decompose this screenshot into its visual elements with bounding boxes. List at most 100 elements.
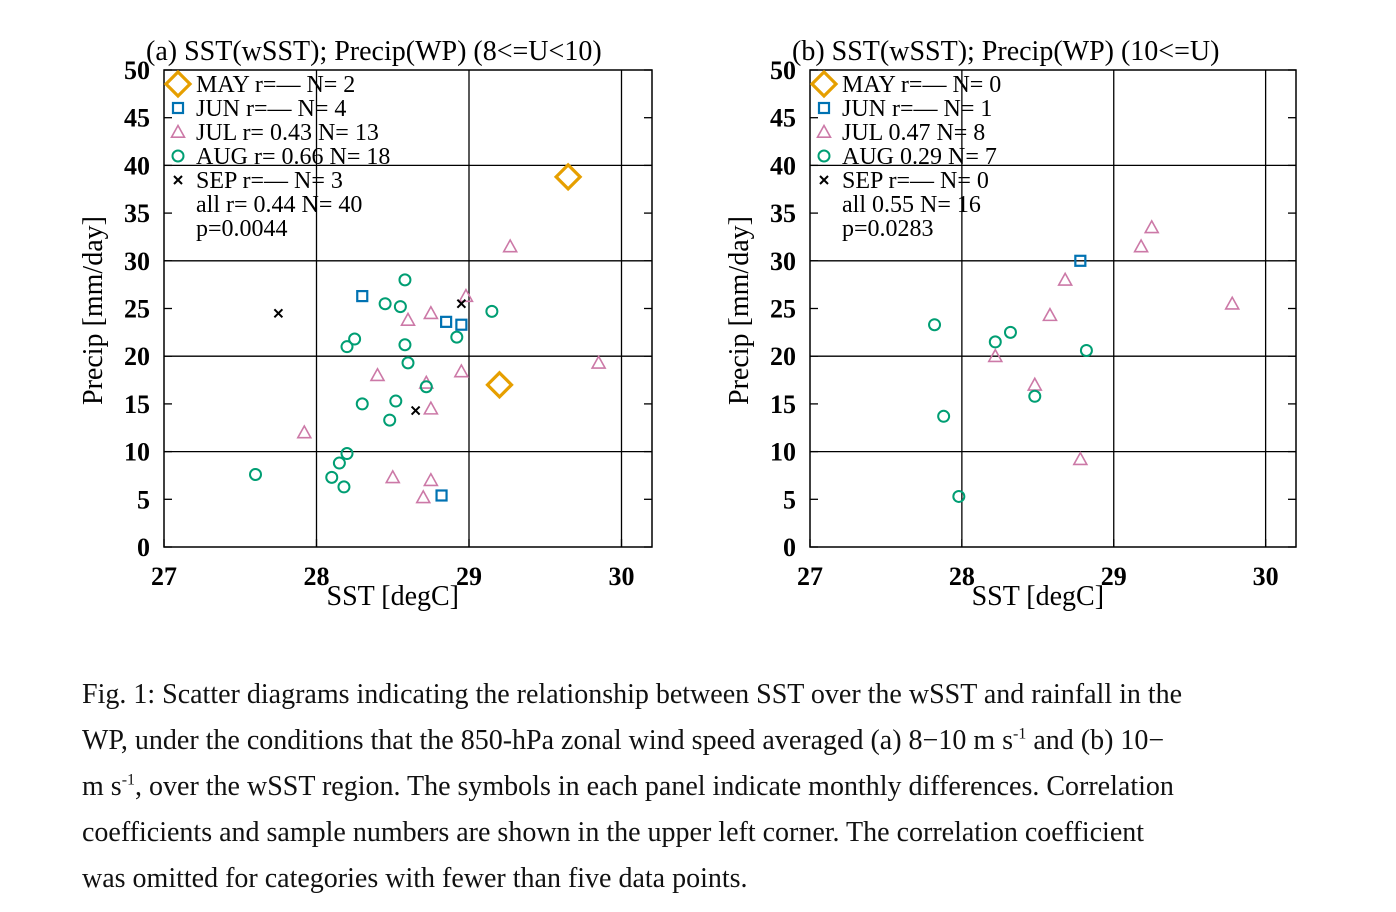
x-tick-label: 27 <box>151 562 177 591</box>
marker-triangle <box>415 489 432 504</box>
marker-cross <box>819 175 829 185</box>
marker-square <box>440 315 453 328</box>
marker-diamond <box>163 69 193 99</box>
marker-square <box>435 489 448 502</box>
x-tick-label: 29 <box>1101 562 1127 591</box>
x-tick-label: 28 <box>949 562 975 591</box>
marker-diamond <box>553 162 583 192</box>
x-tick-label: 30 <box>609 562 635 591</box>
chart-title: (a) SST(wSST); Precip(WP) (8<=U<10) <box>146 36 602 67</box>
marker-square <box>356 289 369 303</box>
marker-triangle <box>1224 295 1241 310</box>
marker-circle <box>398 273 412 287</box>
marker-triangle <box>1072 451 1089 466</box>
marker-circle <box>952 489 966 503</box>
marker-circle <box>378 297 392 311</box>
y-tick-label: 25 <box>770 295 796 324</box>
marker-triangle <box>423 305 439 320</box>
y-tick-label: 40 <box>770 151 796 180</box>
marker-circle <box>337 480 351 494</box>
x-tick-label: 28 <box>304 562 330 591</box>
caption-line-3: m s-1, over the wSST region. The symbols… <box>82 764 1322 810</box>
legend-entry: p=0.0283 <box>842 216 934 242</box>
legend-entry: MAY r=— N= 0 <box>842 72 1001 98</box>
y-tick-label: 45 <box>770 104 796 133</box>
y-tick-label: 30 <box>124 247 150 276</box>
marker-triangle <box>384 469 401 484</box>
y-tick-label: 10 <box>124 438 150 467</box>
x-tick-label: 29 <box>456 562 482 591</box>
legend-entry: AUG r= 0.66 N= 18 <box>196 144 390 170</box>
marker-square <box>455 318 468 331</box>
caption-line-3-text-a: m s <box>82 771 122 802</box>
marker-circle <box>398 338 412 352</box>
marker-triangle <box>816 123 832 138</box>
marker-triangle <box>1026 376 1043 391</box>
y-tick-label: 35 <box>124 199 150 228</box>
marker-circle <box>249 467 262 481</box>
marker-triangle <box>590 354 607 369</box>
figure-panels: 0 5 10 15 20 25 30 35 40 45 50 27 28 29 30 (a) SST(wSST… <box>78 36 1297 612</box>
marker-circle <box>340 340 354 354</box>
y-tick-label: 5 <box>137 485 150 514</box>
marker-triangle <box>423 472 439 487</box>
marker-circle <box>340 447 354 461</box>
marker-circle <box>1079 343 1093 357</box>
marker-triangle <box>296 424 313 439</box>
y-tick-label: 25 <box>124 295 150 324</box>
scatter-panel-b: 0 5 10 15 20 25 30 35 40 45 50 27 28 29 30 (b) SST(wSST… <box>724 36 1297 612</box>
y-axis-label: Precip [mm/day] <box>78 216 109 405</box>
marker-diamond <box>485 370 514 400</box>
x-axis-label: SST [degC] <box>327 581 460 612</box>
y-tick-label: 0 <box>783 533 796 562</box>
marker-triangle <box>170 123 186 138</box>
marker-circle <box>988 335 1002 349</box>
marker-circle <box>383 413 397 427</box>
marker-circle <box>928 318 942 332</box>
marker-triangle <box>1042 307 1058 322</box>
x-axis-label: SST [degC] <box>972 581 1105 612</box>
x-tick-label: 27 <box>797 562 823 591</box>
y-tick-label: 40 <box>124 151 150 180</box>
legend-entry: JUL r= 0.43 N= 13 <box>196 120 379 146</box>
y-tick-label: 20 <box>770 342 796 371</box>
marker-triangle <box>369 367 386 382</box>
marker-triangle <box>502 238 519 253</box>
marker-circle <box>355 397 369 411</box>
y-tick-label: 15 <box>770 390 796 419</box>
marker-square <box>1074 254 1087 267</box>
y-tick-label: 30 <box>770 247 796 276</box>
legend-entry: MAY r=— N= 2 <box>196 72 355 98</box>
marker-circle <box>171 149 185 163</box>
y-tick-label: 45 <box>124 104 150 133</box>
legend-entry: JUN r=— N= 4 <box>196 96 346 122</box>
legend-entry: SEP r=— N= 3 <box>196 168 343 194</box>
figure-caption: Fig. 1: Scatter diagrams indicating the … <box>82 672 1322 902</box>
marker-triangle <box>458 287 474 303</box>
marker-triangle <box>453 363 470 378</box>
marker-square <box>171 101 185 115</box>
y-tick-label: 10 <box>770 438 796 467</box>
marker-circle <box>332 456 346 470</box>
y-tick-label: 35 <box>770 199 796 228</box>
marker-cross <box>173 175 183 185</box>
legend-entry: all 0.55 N= 16 <box>842 192 981 218</box>
marker-circle <box>937 409 951 423</box>
caption-superscript-2: -1 <box>121 771 136 789</box>
marker-circle <box>450 330 464 344</box>
scatter-panel-a: 0 5 10 15 20 25 30 35 40 45 50 27 28 29 30 (a) SST(wSST… <box>78 36 653 612</box>
x-tick-label: 30 <box>1253 562 1279 591</box>
y-tick-label: 15 <box>124 390 150 419</box>
legend-entry: AUG 0.29 N= 7 <box>842 144 997 170</box>
caption-line-3-text-b: , over the wSST region. The symbols in e… <box>135 771 1174 802</box>
legend-entry: JUL 0.47 N= 8 <box>842 120 985 146</box>
y-tick-label: 50 <box>124 56 150 85</box>
caption-line-1: Fig. 1: Scatter diagrams indicating the … <box>82 679 1183 710</box>
legend-entry: p=0.0044 <box>196 216 288 242</box>
y-tick-label: 0 <box>137 533 150 562</box>
marker-circle <box>1003 325 1017 339</box>
legend-entry: JUN r=— N= 1 <box>842 96 992 122</box>
caption-superscript-1: -1 <box>1013 725 1027 743</box>
marker-circle <box>348 332 362 346</box>
marker-triangle <box>987 348 1004 363</box>
